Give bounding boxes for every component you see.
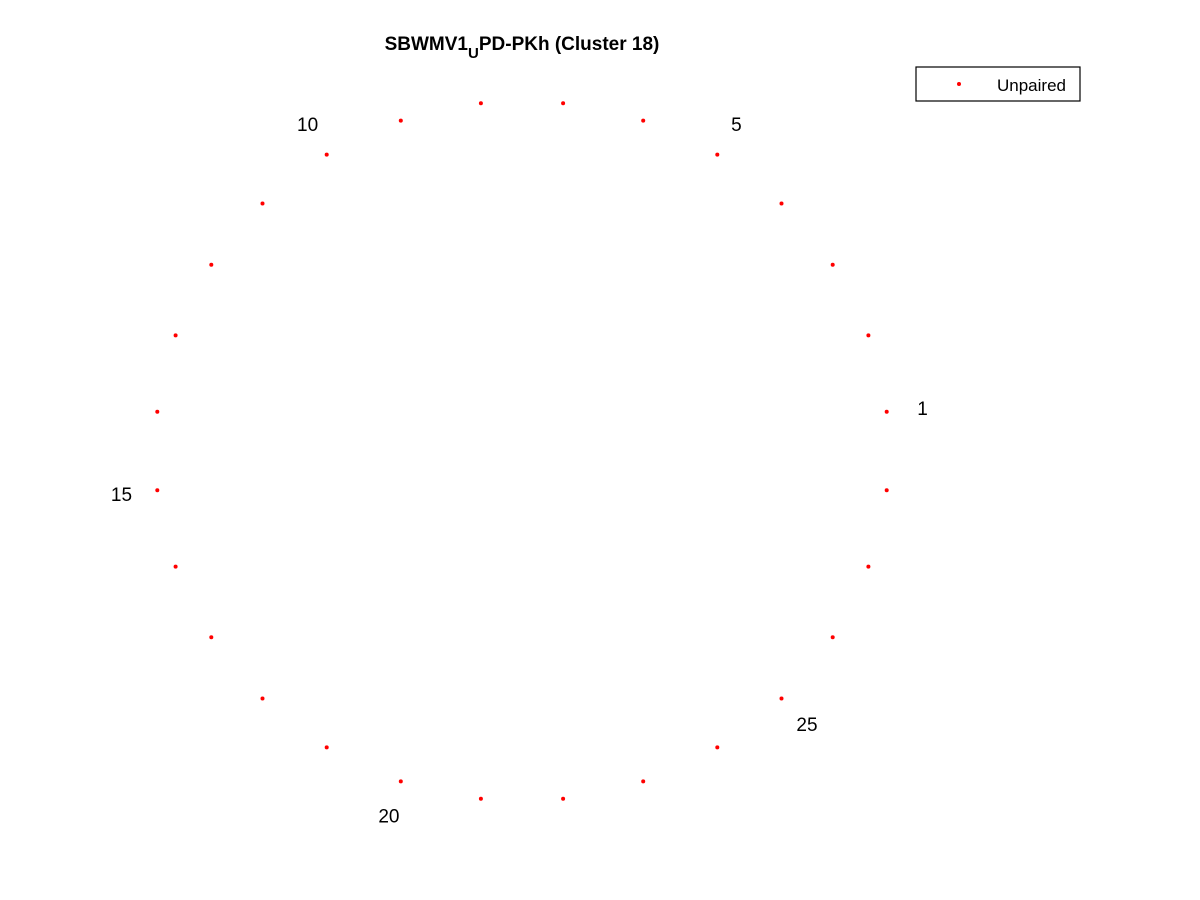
legend-box xyxy=(915,66,1081,102)
point-3 xyxy=(830,262,835,267)
legend: Unpaired xyxy=(915,66,1081,102)
point-7 xyxy=(561,101,566,106)
point-21 xyxy=(478,796,483,801)
point-24 xyxy=(715,745,720,750)
legend-marker-unpaired xyxy=(957,82,961,86)
point-28 xyxy=(884,488,889,493)
point-16 xyxy=(173,564,178,569)
point-17 xyxy=(209,635,214,640)
point-13 xyxy=(173,333,178,338)
scatter-points xyxy=(155,101,889,801)
point-8 xyxy=(478,101,483,106)
chart-title-rest: PD-PKh (Cluster 18) xyxy=(479,34,660,55)
point-6 xyxy=(641,118,646,123)
point-18 xyxy=(260,696,265,701)
point-11 xyxy=(260,201,265,206)
point-5 xyxy=(715,152,720,157)
chart-title-main: SBWMV1 xyxy=(385,34,469,55)
point-2 xyxy=(866,333,871,338)
index-label-25: 25 xyxy=(796,715,817,736)
point-27 xyxy=(866,564,871,569)
point-15 xyxy=(155,488,160,493)
point-14 xyxy=(155,409,160,414)
chart-title: SBWMV1UPD-PKh (Cluster 18) xyxy=(385,34,660,62)
point-1 xyxy=(884,409,889,414)
index-label-10: 10 xyxy=(297,115,318,136)
point-9 xyxy=(398,118,403,123)
point-4 xyxy=(779,201,784,206)
point-20 xyxy=(398,779,403,784)
point-25 xyxy=(779,696,784,701)
point-10 xyxy=(324,152,329,157)
index-label-1: 1 xyxy=(917,399,928,420)
point-26 xyxy=(830,635,835,640)
index-label-5: 5 xyxy=(731,115,742,136)
index-label-15: 15 xyxy=(111,485,132,506)
legend-label-unpaired: Unpaired xyxy=(997,76,1066,95)
index-label-20: 20 xyxy=(378,806,399,827)
point-22 xyxy=(561,796,566,801)
point-12 xyxy=(209,262,214,267)
point-19 xyxy=(324,745,329,750)
chart-title-subscript: U xyxy=(468,45,479,62)
point-23 xyxy=(641,779,646,784)
